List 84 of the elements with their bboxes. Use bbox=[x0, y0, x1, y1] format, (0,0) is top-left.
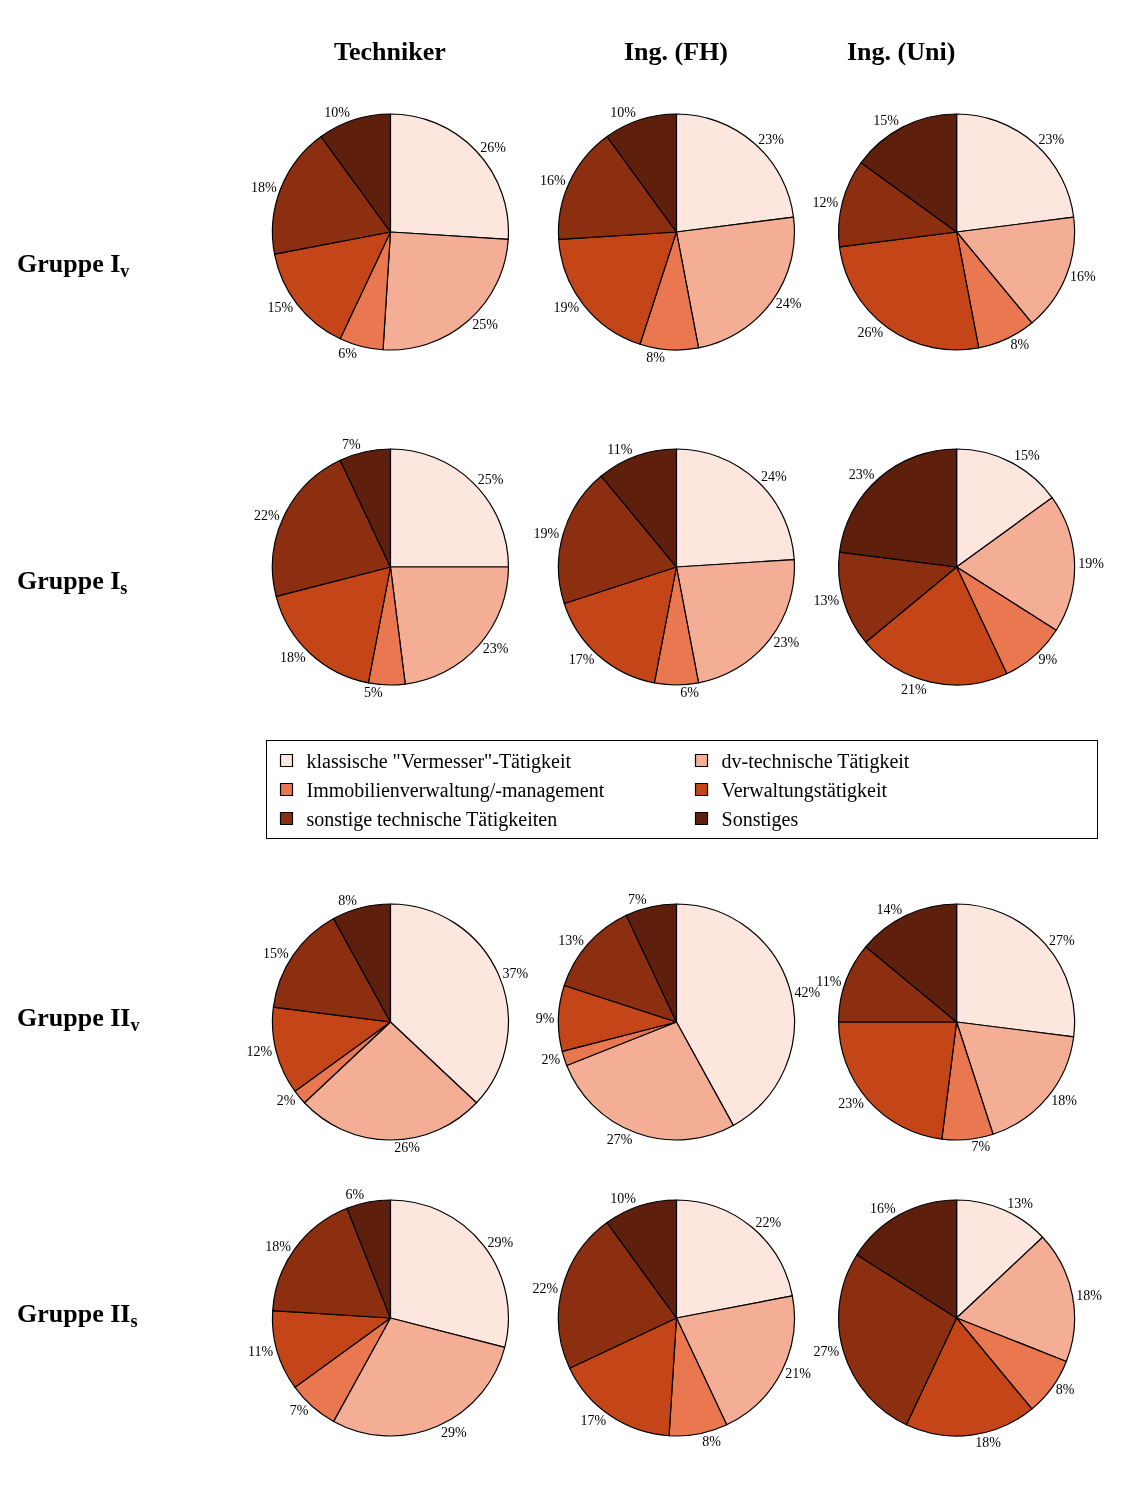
data-label: 18% bbox=[975, 1434, 1002, 1450]
data-label: 19% bbox=[553, 299, 580, 315]
data-label: 15% bbox=[1013, 448, 1040, 464]
data-label: 23% bbox=[482, 640, 509, 656]
data-label: 16% bbox=[1070, 268, 1097, 284]
data-label: 23% bbox=[838, 1095, 865, 1111]
data-label: 37% bbox=[502, 966, 529, 982]
data-label: 23% bbox=[1038, 131, 1065, 147]
data-label: 6% bbox=[345, 1187, 365, 1203]
data-label: 12% bbox=[812, 194, 839, 210]
data-label: 7% bbox=[971, 1139, 991, 1155]
data-label: 5% bbox=[363, 684, 383, 700]
data-label: 11% bbox=[247, 1344, 274, 1359]
data-label: 27% bbox=[1048, 933, 1075, 949]
data-label: 24% bbox=[760, 469, 787, 485]
data-label: 16% bbox=[870, 1201, 897, 1217]
data-label: 13% bbox=[813, 593, 840, 608]
data-label: 29% bbox=[441, 1425, 468, 1441]
data-label: 26% bbox=[394, 1140, 421, 1155]
data-label: 13% bbox=[1007, 1195, 1034, 1211]
data-label: 8% bbox=[338, 893, 358, 909]
data-label: 29% bbox=[487, 1235, 514, 1251]
data-label: 7% bbox=[341, 437, 361, 453]
data-label: 10% bbox=[610, 105, 637, 121]
data-label: 22% bbox=[532, 1280, 559, 1296]
data-label: 18% bbox=[1051, 1092, 1078, 1108]
data-label: 10% bbox=[610, 1191, 637, 1207]
data-label: 12% bbox=[246, 1044, 273, 1060]
text: Gruppe II$_{v}$ bbox=[17, 1003, 141, 1036]
data-label: 7% bbox=[289, 1403, 309, 1419]
data-label: 18% bbox=[265, 1238, 292, 1254]
data-label: 15% bbox=[267, 299, 294, 315]
data-label: 8% bbox=[702, 1433, 722, 1449]
data-label: 8% bbox=[646, 349, 666, 365]
chart-title: Techniker bbox=[334, 37, 446, 66]
data-label: 16% bbox=[539, 172, 566, 188]
data-label: 23% bbox=[758, 131, 785, 147]
data-label: 22% bbox=[253, 507, 280, 523]
data-label: 23% bbox=[848, 466, 875, 482]
data-label: 17% bbox=[568, 652, 595, 668]
data-label: 23% bbox=[773, 634, 800, 650]
chart-title: Ing. (Uni) bbox=[847, 37, 956, 66]
data-label: 25% bbox=[472, 317, 499, 333]
chart-title: Ing. (FH) bbox=[624, 37, 728, 66]
data-label: 27% bbox=[606, 1132, 633, 1148]
data-label: 22% bbox=[755, 1215, 782, 1231]
data-label: 27% bbox=[813, 1344, 840, 1359]
data-label: 24% bbox=[775, 296, 802, 312]
legend-label: sonstige technische Tätigkeiten bbox=[306, 808, 558, 832]
data-label: 19% bbox=[533, 526, 560, 541]
data-label: 11% bbox=[607, 441, 633, 457]
text: Gruppe I$_{s}$ bbox=[17, 566, 128, 599]
text: Gruppe I$_{v}$ bbox=[17, 249, 131, 282]
data-label: 19% bbox=[1078, 555, 1105, 571]
data-label: 9% bbox=[535, 1010, 555, 1026]
data-label: 21% bbox=[785, 1365, 812, 1381]
data-label: 26% bbox=[857, 324, 884, 340]
data-label: 11% bbox=[816, 973, 842, 989]
data-label: 9% bbox=[1038, 652, 1058, 668]
legend-label: Verwaltungstätigkeit bbox=[721, 779, 888, 803]
data-label: 18% bbox=[279, 649, 306, 665]
data-label: 17% bbox=[580, 1413, 607, 1429]
data-label: 15% bbox=[263, 945, 290, 961]
data-label: 6% bbox=[338, 345, 358, 361]
legend-label: Sonstiges bbox=[721, 808, 799, 832]
data-label: 8% bbox=[1055, 1382, 1075, 1398]
data-label: 8% bbox=[1010, 337, 1030, 353]
data-label: 7% bbox=[627, 892, 647, 908]
text: Gruppe II$_{s}$ bbox=[17, 1299, 138, 1332]
data-label: 21% bbox=[901, 681, 928, 697]
data-label: 13% bbox=[558, 933, 585, 949]
data-label: 10% bbox=[324, 105, 351, 121]
data-label: 18% bbox=[1076, 1288, 1103, 1304]
legend-label: dv-technische Tätigkeit bbox=[721, 750, 910, 774]
data-label: 2% bbox=[276, 1092, 296, 1108]
data-label: 14% bbox=[876, 901, 903, 917]
data-label: 6% bbox=[680, 685, 700, 700]
data-label: 26% bbox=[480, 140, 507, 156]
data-label: 2% bbox=[541, 1051, 561, 1067]
data-label: 18% bbox=[250, 180, 277, 196]
data-label: 15% bbox=[873, 113, 900, 129]
legend-label: Immobilienverwaltung/-management bbox=[306, 779, 605, 803]
legend-label: klassische "Vermesser"-Tätigkeit bbox=[306, 750, 572, 774]
data-label: 25% bbox=[477, 472, 504, 488]
